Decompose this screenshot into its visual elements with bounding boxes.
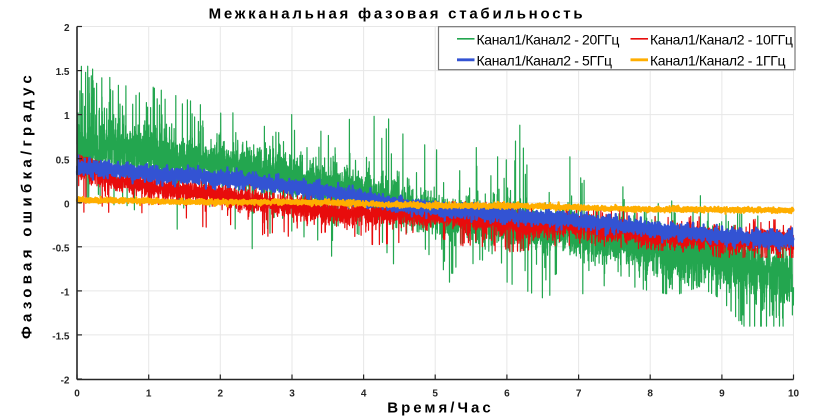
svg-text:-1: -1 <box>61 288 70 299</box>
svg-text:Время/Час: Время/Час <box>387 400 493 417</box>
svg-text:10: 10 <box>788 389 800 400</box>
svg-text:1: 1 <box>64 111 70 122</box>
svg-text:Канал1/Канал2 - 10ГГц: Канал1/Канал2 - 10ГГц <box>650 31 793 47</box>
svg-text:-0.5: -0.5 <box>52 243 70 254</box>
svg-text:9: 9 <box>719 389 725 400</box>
svg-text:2: 2 <box>64 23 70 34</box>
svg-text:6: 6 <box>504 389 510 400</box>
svg-text:Межканальная фазовая стабильно: Межканальная фазовая стабильность <box>209 6 586 23</box>
svg-text:-1.5: -1.5 <box>52 332 70 343</box>
svg-text:5: 5 <box>432 389 438 400</box>
svg-text:3: 3 <box>289 389 295 400</box>
svg-text:4: 4 <box>361 389 367 400</box>
svg-text:8: 8 <box>647 389 653 400</box>
svg-text:Фазовая ошибка/градус: Фазовая ошибка/градус <box>19 71 36 339</box>
svg-text:2: 2 <box>218 389 224 400</box>
svg-text:Канал1/Канал2 - 1ГГц: Канал1/Канал2 - 1ГГц <box>650 52 785 68</box>
svg-text:Канал1/Канал2 - 5ГГц: Канал1/Канал2 - 5ГГц <box>477 52 612 68</box>
svg-text:1: 1 <box>146 389 152 400</box>
svg-text:0.5: 0.5 <box>56 155 70 166</box>
svg-text:-2: -2 <box>61 376 70 387</box>
svg-text:1.5: 1.5 <box>56 67 70 78</box>
svg-text:0: 0 <box>64 199 70 210</box>
svg-text:0: 0 <box>74 389 80 400</box>
svg-text:Канал1/Канал2 - 20ГГц: Канал1/Канал2 - 20ГГц <box>477 31 620 47</box>
svg-text:7: 7 <box>576 389 582 400</box>
